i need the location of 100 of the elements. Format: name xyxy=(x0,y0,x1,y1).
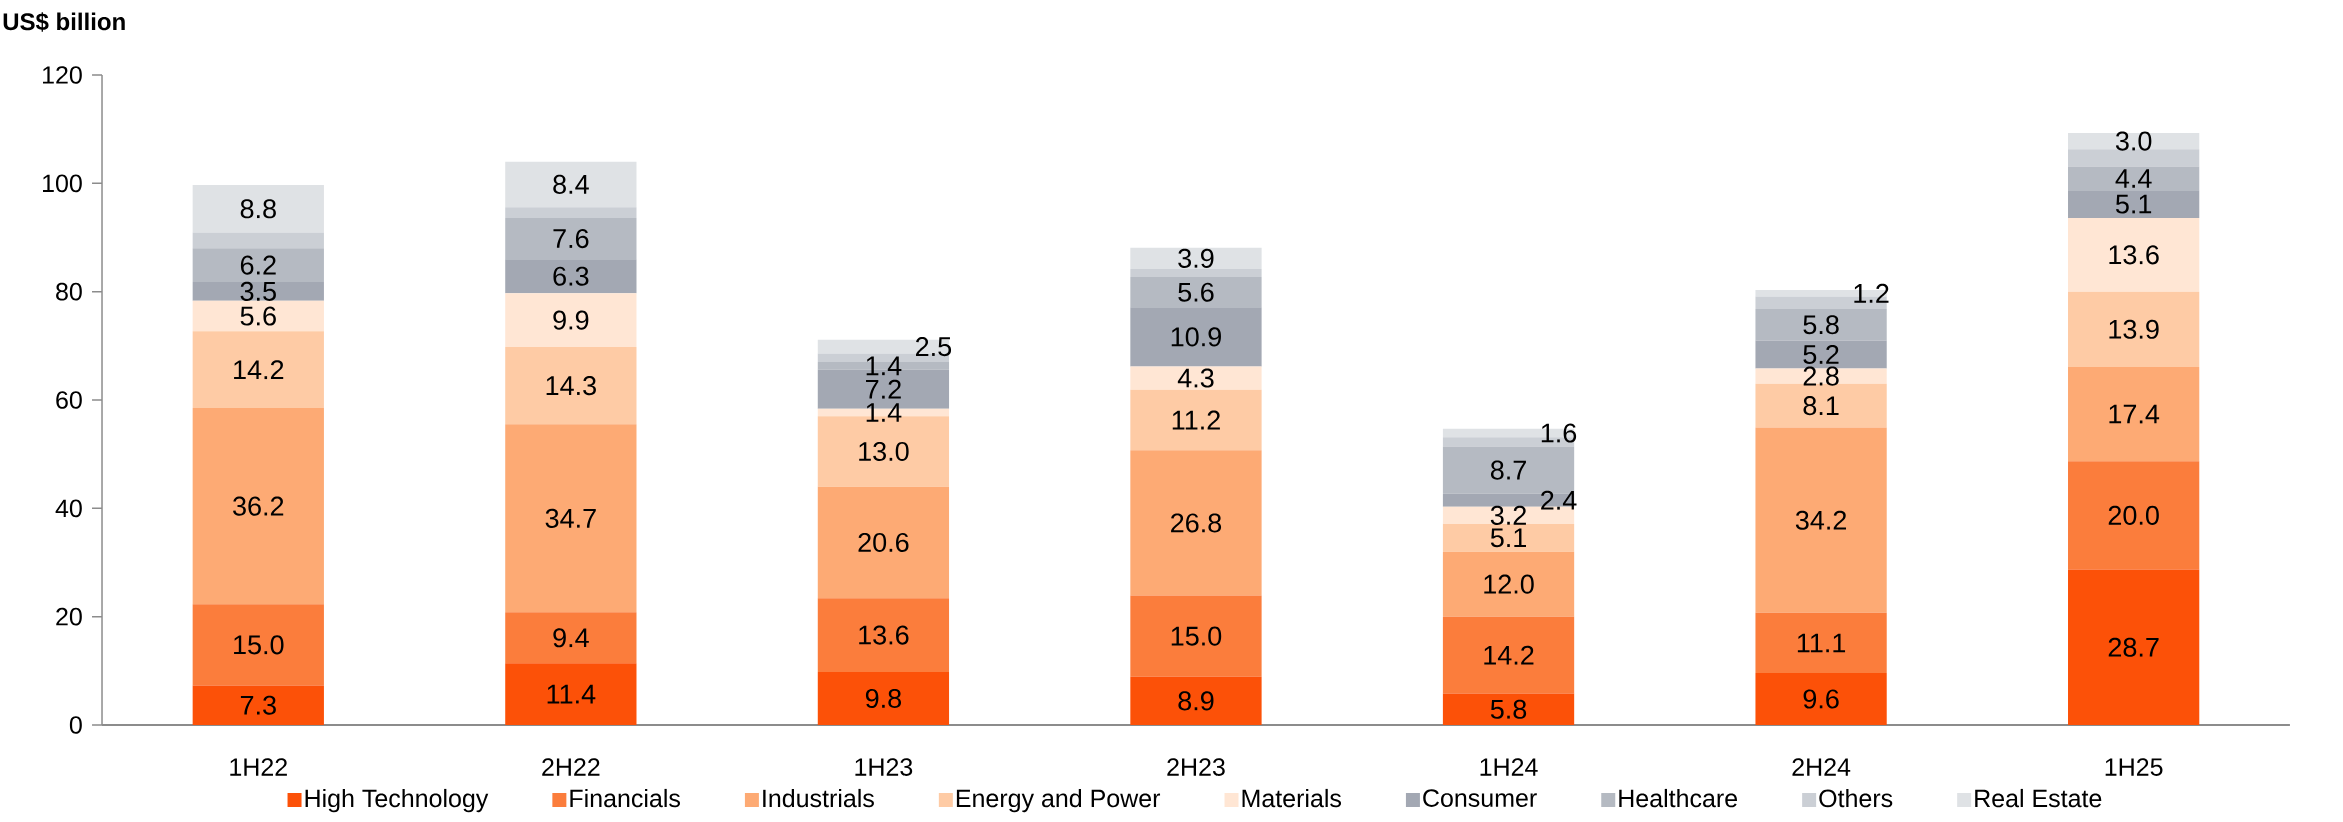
data-label: 28.7 xyxy=(2108,637,2159,657)
bar xyxy=(1130,268,1262,278)
bar xyxy=(1130,450,1262,596)
legend-label: Industrials xyxy=(763,788,874,808)
bar xyxy=(817,598,950,672)
data-label: 8.9 xyxy=(1178,691,1214,711)
data-label: 20.0 xyxy=(2108,505,2159,525)
data-label: 5.6 xyxy=(1178,282,1214,302)
x-tick-label: 1H24 xyxy=(1480,758,1538,776)
data-label: 14.3 xyxy=(546,376,596,396)
legend-label: Energy and Power xyxy=(956,788,1161,813)
bar xyxy=(505,207,637,218)
data-label: 13.6 xyxy=(2109,245,2159,265)
data-label: 2.5 xyxy=(916,337,952,357)
data-label: 14.2 xyxy=(1484,645,1534,665)
data-label: 6.3 xyxy=(553,266,589,286)
bar xyxy=(192,408,324,605)
data-label: 5.1 xyxy=(2115,194,2152,214)
data-label: 7.3 xyxy=(240,695,276,715)
data-label: 1.2 xyxy=(1854,283,1889,303)
data-label: 5.8 xyxy=(1803,315,1839,335)
legend-label: Real Estate xyxy=(1975,788,2102,808)
bar xyxy=(1442,693,1575,725)
x-tick-label: 2H24 xyxy=(1792,758,1851,776)
bar xyxy=(2068,217,2200,292)
bar xyxy=(505,346,637,425)
legend-label: Materials xyxy=(1242,788,1341,808)
bar xyxy=(1130,307,1262,367)
data-label: 6.2 xyxy=(240,255,276,275)
x-tick-label: 1H23 xyxy=(855,758,913,776)
bar xyxy=(505,612,637,664)
data-label: 1.4 xyxy=(866,403,902,422)
y-tick-label: 40 xyxy=(55,499,82,518)
bar xyxy=(2068,166,2200,191)
data-label: 5.2 xyxy=(1803,344,1839,365)
data-label: 34.2 xyxy=(1795,510,1847,530)
bar xyxy=(505,663,637,725)
data-label: 5.8 xyxy=(1490,699,1527,719)
legend-label: Financials xyxy=(570,788,680,808)
bar xyxy=(1755,368,1887,384)
x-tick-label: 2H23 xyxy=(1167,758,1225,776)
data-label: 11.2 xyxy=(1172,410,1220,430)
data-label: 3.2 xyxy=(1490,505,1526,525)
bar xyxy=(192,232,324,249)
legend-label: Others xyxy=(1819,788,1893,808)
bar xyxy=(1442,524,1575,552)
bar xyxy=(2068,569,2200,725)
legend-label: High Technology xyxy=(305,788,489,813)
data-label: 15.0 xyxy=(234,635,284,655)
bar xyxy=(192,604,324,686)
data-label: 10.9 xyxy=(1171,327,1221,347)
bar xyxy=(192,300,324,332)
bar xyxy=(817,671,950,725)
y-axis-title: US$ billion xyxy=(3,12,125,32)
data-label: 11.4 xyxy=(547,684,596,704)
data-label: 13.6 xyxy=(859,625,909,645)
data-label: 3.5 xyxy=(240,281,276,301)
bar xyxy=(192,248,324,282)
x-tick-label: 1H25 xyxy=(2105,758,2163,776)
data-label: 9.4 xyxy=(553,628,589,648)
data-label: 4.4 xyxy=(2115,169,2152,188)
bar xyxy=(2068,461,2200,570)
data-label: 7.6 xyxy=(553,229,589,249)
y-tick-label: 60 xyxy=(56,391,82,409)
bar xyxy=(192,331,324,409)
bar xyxy=(1755,427,1887,613)
y-tick-label: 80 xyxy=(56,282,82,301)
bar xyxy=(2068,149,2200,167)
y-tick-label: 20 xyxy=(56,607,82,626)
data-label: 8.4 xyxy=(553,174,589,194)
data-label: 7.2 xyxy=(866,379,901,399)
x-tick-label: 2H22 xyxy=(542,758,600,776)
bar xyxy=(1130,247,1262,269)
bar xyxy=(1130,389,1262,451)
data-label: 34.7 xyxy=(545,508,596,528)
data-label: 36.2 xyxy=(233,496,284,516)
bar xyxy=(817,486,950,599)
data-label: 14.2 xyxy=(234,360,284,380)
bar xyxy=(192,281,324,301)
data-label: 2.8 xyxy=(1803,366,1839,386)
bar xyxy=(1755,612,1887,673)
bar xyxy=(1442,616,1575,694)
bar xyxy=(505,161,637,208)
data-label: 1.6 xyxy=(1541,423,1577,443)
data-label: 5.6 xyxy=(240,306,276,326)
data-label: 11.1 xyxy=(1797,633,1846,653)
data-label: 3.9 xyxy=(1178,248,1214,268)
data-label: 4.3 xyxy=(1177,368,1214,388)
bar xyxy=(1442,551,1575,617)
data-label: 9.8 xyxy=(865,688,902,709)
legend-label: Healthcare xyxy=(1619,788,1738,808)
bar xyxy=(1130,277,1262,308)
data-label: 12.0 xyxy=(1484,574,1534,594)
data-label: 13.9 xyxy=(2109,319,2159,339)
y-tick-label: 120 xyxy=(43,66,82,84)
y-tick-label: 0 xyxy=(69,716,82,734)
data-label: 8.8 xyxy=(240,199,276,219)
data-label: 2.4 xyxy=(1541,490,1577,510)
legend-label: Consumer xyxy=(1423,789,1537,807)
bar xyxy=(1130,366,1262,390)
